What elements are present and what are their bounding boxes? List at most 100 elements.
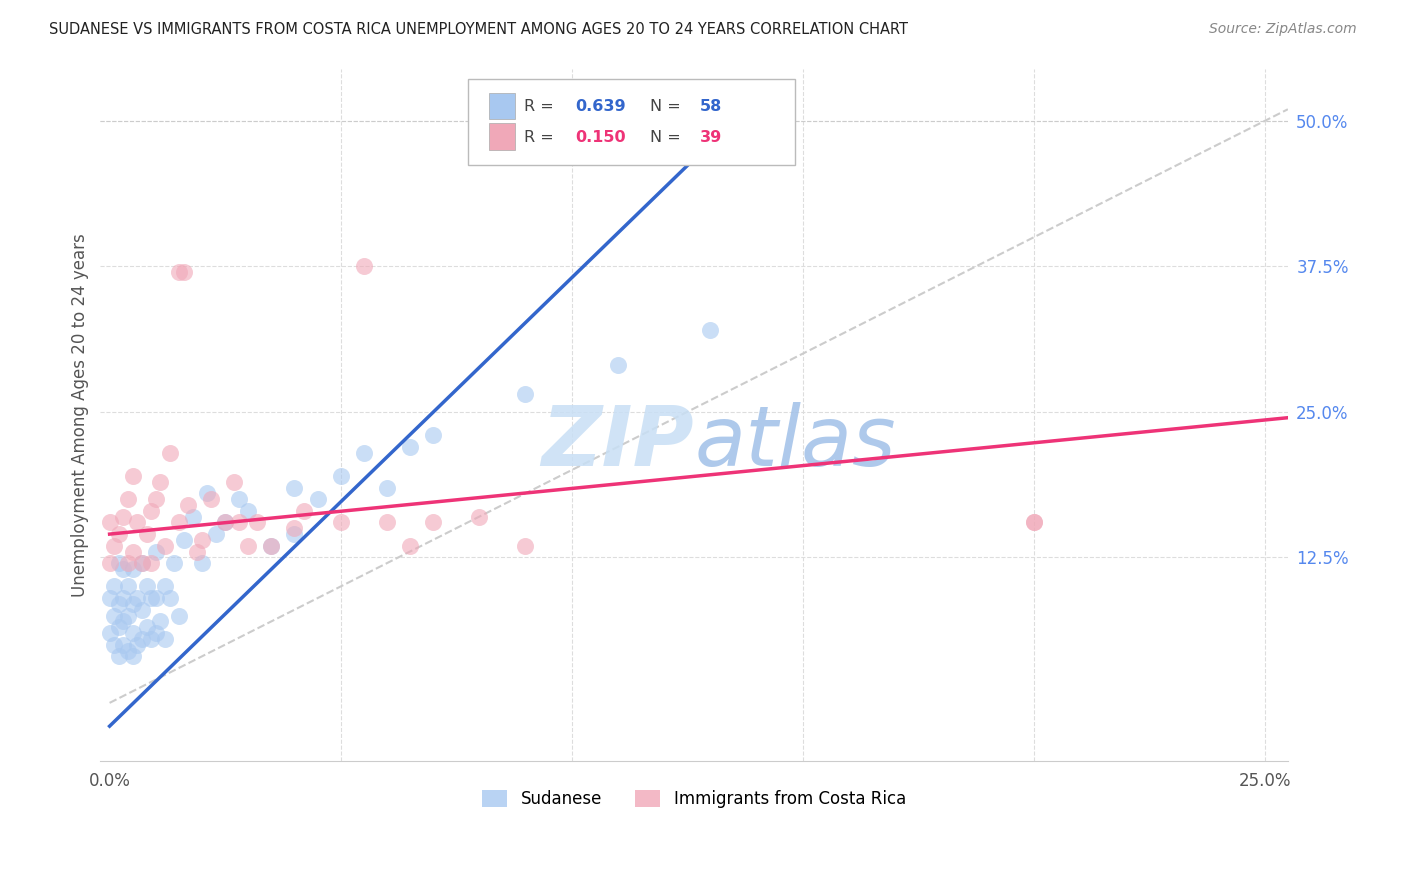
Point [117, 556, 139, 570]
Legend: Sudanese, Immigrants from Costa Rica: Sudanese, Immigrants from Costa Rica [475, 783, 912, 815]
Point [228, 492, 250, 507]
Point [283, 527, 305, 541]
Point [112, 615, 135, 629]
Point [307, 492, 329, 507]
Point [1022, 516, 1045, 530]
Point [145, 492, 167, 507]
Point [121, 544, 143, 558]
Point [141, 632, 163, 646]
Point [131, 603, 153, 617]
Point [108, 620, 131, 634]
Point [195, 486, 218, 500]
Point [108, 556, 131, 570]
FancyBboxPatch shape [489, 123, 515, 150]
Point [167, 265, 190, 279]
Text: Source: ZipAtlas.com: Source: ZipAtlas.com [1209, 22, 1357, 37]
Point [98, 556, 121, 570]
Point [149, 475, 172, 489]
Y-axis label: Unemployment Among Ages 20 to 24 years: Unemployment Among Ages 20 to 24 years [72, 233, 89, 597]
Point [238, 539, 260, 553]
Point [121, 469, 143, 483]
Point [135, 527, 157, 541]
Point [1022, 516, 1045, 530]
FancyBboxPatch shape [468, 78, 794, 166]
Point [131, 632, 153, 646]
Point [117, 579, 139, 593]
Point [127, 516, 149, 530]
Point [399, 539, 422, 553]
Point [167, 608, 190, 623]
Point [422, 516, 444, 530]
Point [329, 469, 352, 483]
Point [515, 387, 537, 401]
Point [375, 481, 398, 495]
Point [214, 516, 236, 530]
Point [112, 509, 135, 524]
Point [98, 516, 121, 530]
Point [159, 591, 181, 606]
Point [121, 626, 143, 640]
Text: N =: N = [650, 129, 686, 145]
Text: 58: 58 [700, 99, 723, 114]
Point [399, 440, 422, 454]
Point [135, 579, 157, 593]
Text: 0.150: 0.150 [575, 129, 626, 145]
Point [121, 597, 143, 611]
FancyBboxPatch shape [489, 93, 515, 119]
Point [163, 556, 186, 570]
Point [131, 556, 153, 570]
Point [224, 475, 246, 489]
Point [186, 544, 208, 558]
Point [246, 516, 269, 530]
Point [131, 556, 153, 570]
Point [375, 516, 398, 530]
Point [353, 445, 375, 459]
Point [329, 516, 352, 530]
Point [177, 498, 200, 512]
Point [121, 562, 143, 576]
Point [135, 620, 157, 634]
Point [98, 591, 121, 606]
Point [108, 527, 131, 541]
Point [145, 591, 167, 606]
Point [127, 591, 149, 606]
Text: 0.639: 0.639 [575, 99, 626, 114]
Point [103, 539, 125, 553]
Point [205, 527, 228, 541]
Point [468, 509, 491, 524]
Point [103, 579, 125, 593]
Point [699, 323, 721, 337]
Point [141, 556, 163, 570]
Point [112, 638, 135, 652]
Point [606, 359, 628, 373]
Point [141, 591, 163, 606]
Point [127, 638, 149, 652]
Point [98, 626, 121, 640]
Point [238, 504, 260, 518]
Point [200, 492, 222, 507]
Point [260, 539, 283, 553]
Point [181, 509, 204, 524]
Text: atlas: atlas [695, 402, 896, 483]
Point [153, 632, 176, 646]
Text: R =: R = [524, 129, 560, 145]
Point [214, 516, 236, 530]
Point [167, 516, 190, 530]
Point [103, 608, 125, 623]
Point [103, 638, 125, 652]
Text: SUDANESE VS IMMIGRANTS FROM COSTA RICA UNEMPLOYMENT AMONG AGES 20 TO 24 YEARS CO: SUDANESE VS IMMIGRANTS FROM COSTA RICA U… [49, 22, 908, 37]
Text: R =: R = [524, 99, 560, 114]
Point [173, 265, 195, 279]
Point [283, 481, 305, 495]
Text: ZIP: ZIP [541, 402, 695, 483]
Point [191, 533, 214, 547]
Point [153, 579, 176, 593]
Point [108, 649, 131, 664]
Point [228, 516, 250, 530]
Text: 39: 39 [700, 129, 723, 145]
Point [145, 626, 167, 640]
Point [260, 539, 283, 553]
Point [292, 504, 315, 518]
Point [112, 562, 135, 576]
Point [141, 504, 163, 518]
